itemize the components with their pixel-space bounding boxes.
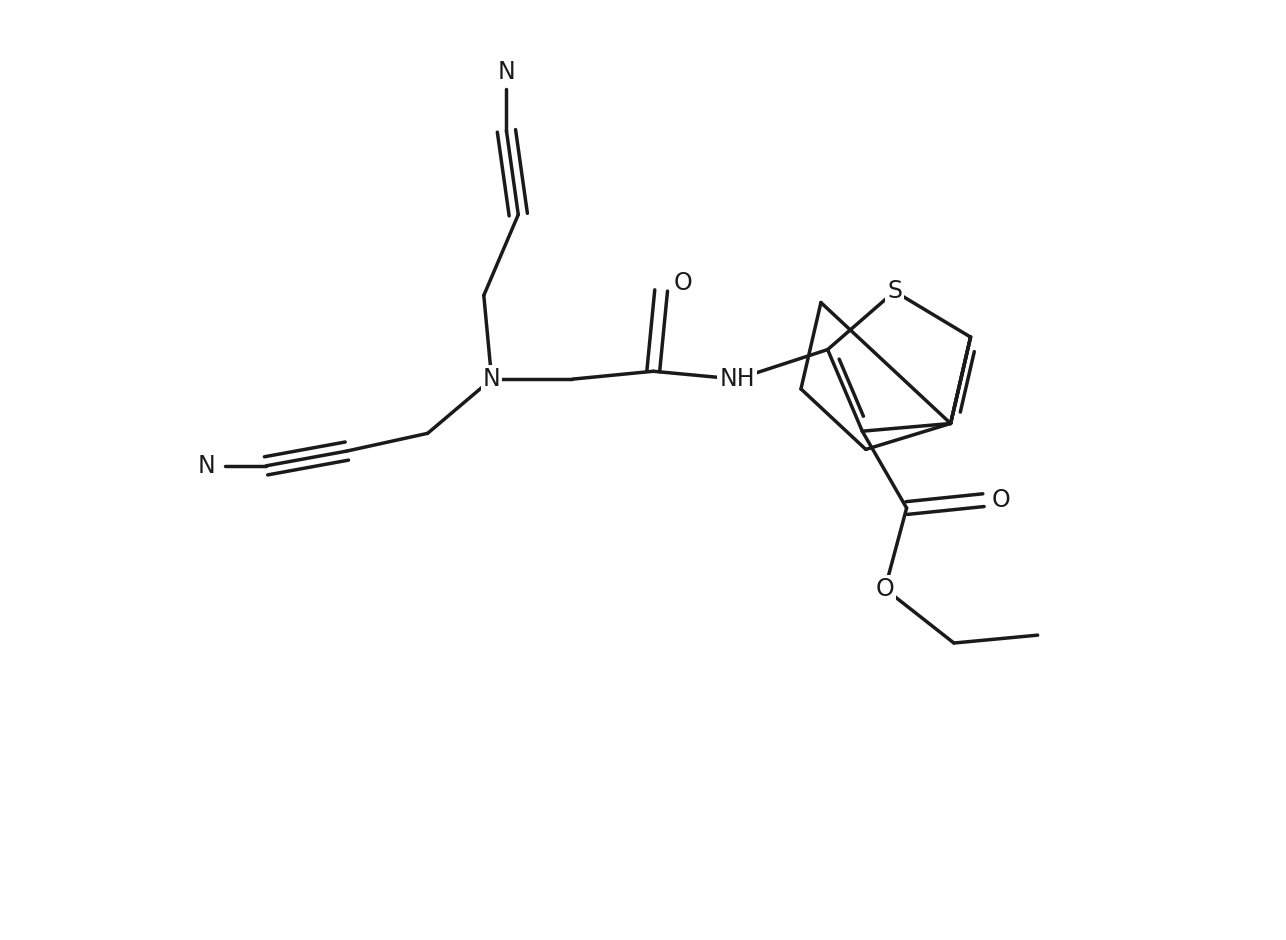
Text: S: S <box>887 279 901 304</box>
Text: NH: NH <box>719 368 755 391</box>
Text: O: O <box>876 577 894 601</box>
Text: N: N <box>482 368 500 391</box>
Text: O: O <box>674 271 692 294</box>
Text: N: N <box>198 454 216 478</box>
Text: O: O <box>992 488 1011 512</box>
Text: N: N <box>498 60 516 84</box>
